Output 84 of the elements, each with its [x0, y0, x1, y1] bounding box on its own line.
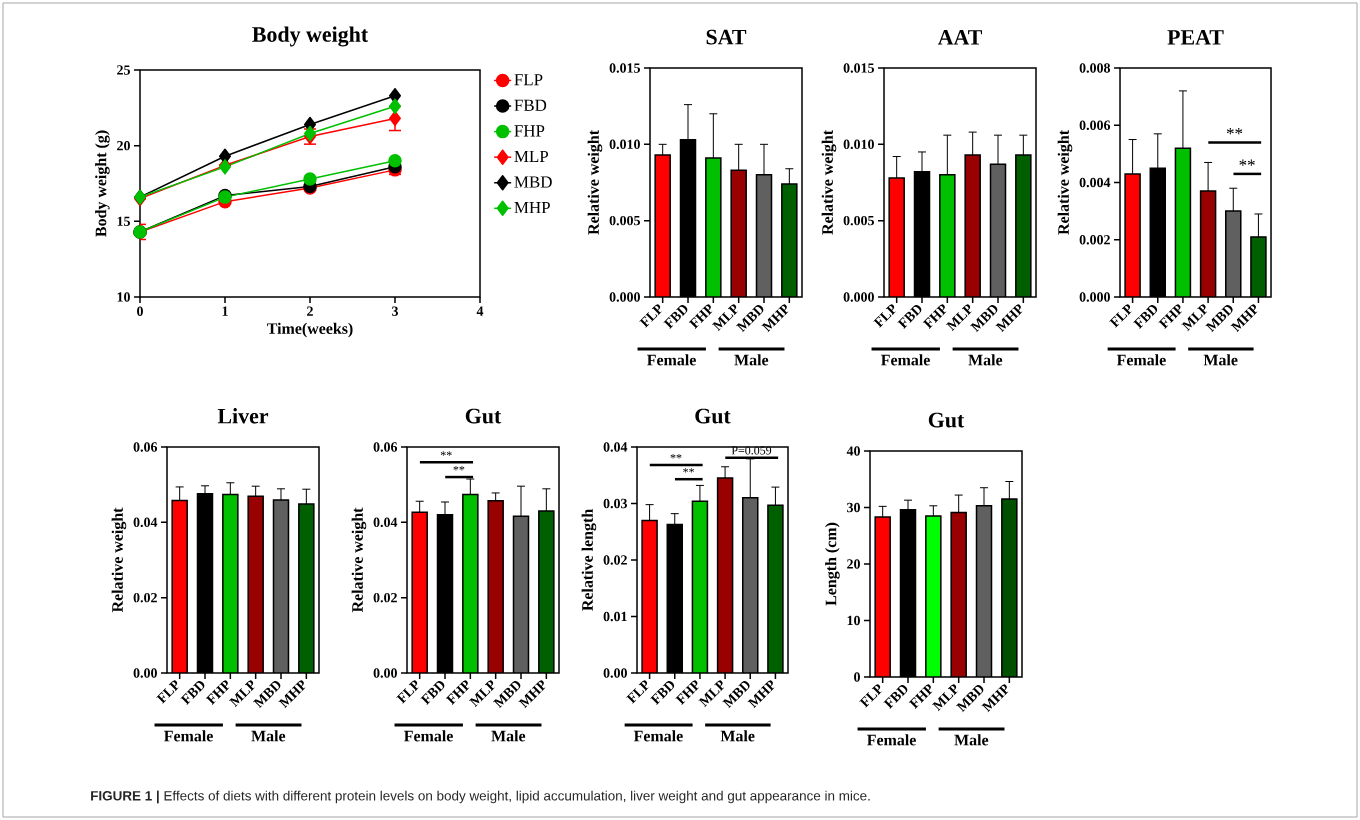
- y-tick-label: 20: [847, 559, 860, 569]
- y-tick-label: 0.00: [373, 668, 397, 678]
- y-tick-label: 0: [854, 672, 860, 682]
- y-tick-label: 30: [847, 502, 860, 513]
- annotation: **: [440, 451, 452, 456]
- y-tick-label: 10: [847, 615, 860, 626]
- text: Male: [968, 354, 1003, 366]
- annotation: **: [453, 466, 465, 471]
- x-tick-label: 4: [476, 306, 484, 316]
- text: Female: [867, 734, 916, 746]
- y-tick-label: 0.004: [1079, 177, 1111, 188]
- chart-title: Gut: [695, 408, 731, 424]
- text: Female: [633, 730, 683, 742]
- legend-label: FHP: [514, 125, 545, 137]
- y-tick-label: 0.04: [133, 517, 158, 528]
- y-axis-title: Relative weight: [587, 130, 603, 235]
- y-tick-label: 25: [117, 65, 130, 75]
- text: Female: [1116, 354, 1166, 366]
- y-tick-label: 0.04: [373, 517, 398, 528]
- y-tick-label: 0.02: [603, 555, 627, 565]
- x-tick-label: 3: [392, 306, 399, 316]
- text: Female: [881, 354, 930, 366]
- y-axis-title: Relative length: [581, 509, 597, 611]
- text: Female: [164, 730, 213, 742]
- y-tick-label: 0.010: [843, 139, 874, 150]
- y-tick-label: 0.02: [133, 592, 157, 603]
- annotation: **: [1226, 128, 1243, 135]
- y-axis-title: Relative weight: [1057, 130, 1073, 235]
- y-tick-label: 0.06: [133, 442, 158, 452]
- legend-label: MLP: [514, 150, 549, 162]
- chart-title: SAT: [706, 29, 747, 45]
- y-tick-label: 0.01: [603, 611, 627, 622]
- y-tick-label: 20: [117, 140, 130, 151]
- y-tick-label: 0.000: [1079, 292, 1110, 302]
- chart-title: Body weight: [252, 26, 369, 47]
- chart-title: AAT: [937, 30, 983, 45]
- y-tick-label: 0.015: [609, 63, 640, 73]
- text: Female: [404, 730, 453, 742]
- text: Male: [1203, 354, 1238, 366]
- annotation: **: [1239, 159, 1255, 166]
- chart-title: PEAT: [1167, 30, 1224, 45]
- y-tick-label: 0.015: [843, 63, 874, 73]
- y-axis-title: Length (cm): [825, 522, 840, 606]
- legend-label: FBD: [514, 99, 547, 111]
- legend-label: FLP: [514, 74, 543, 86]
- annotation: P=0.059: [731, 446, 772, 455]
- y-tick-label: 0.00: [133, 668, 157, 678]
- y-axis-title: Relative weight: [351, 507, 367, 613]
- y-tick-label: 0.010: [609, 139, 640, 150]
- x-tick-label: 1: [222, 306, 228, 316]
- text: Male: [251, 730, 286, 742]
- chart-title: Gut: [465, 408, 502, 424]
- text: Male: [734, 354, 769, 366]
- text: Male: [720, 730, 755, 742]
- y-tick-label: 0.06: [373, 442, 398, 452]
- legend-label: MBD: [514, 176, 552, 188]
- y-axis-title: Body weight (g): [95, 130, 110, 237]
- y-tick-label: 0.005: [843, 215, 874, 226]
- y-tick-label: 0.02: [373, 592, 397, 603]
- legend-label: MHP: [514, 202, 550, 214]
- y-tick-label: 0.008: [1079, 63, 1111, 73]
- y-axis-title: Relative weight: [111, 507, 127, 613]
- text: Male: [491, 730, 526, 742]
- chart-title: Gut: [928, 412, 965, 428]
- annotation: **: [683, 468, 694, 473]
- y-tick-label: 0.002: [1079, 235, 1110, 245]
- chart-title: Liver: [217, 408, 269, 424]
- text: FIGURE 1 | Effects of diets with different protein levels on body weight, lipid accumulation, liver weight and gut appearance in mice.: [91, 790, 870, 804]
- y-tick-label: 0.006: [1079, 120, 1111, 130]
- y-tick-label: 0.04: [603, 442, 628, 452]
- y-axis-title: Relative weight: [821, 130, 837, 235]
- y-tick-label: 40: [846, 446, 860, 456]
- x-tick-label: 2: [307, 306, 313, 316]
- y-tick-label: 0.00: [603, 668, 627, 678]
- y-tick-label: 0.000: [843, 292, 874, 302]
- text: Male: [954, 734, 989, 746]
- text: Female: [647, 354, 696, 366]
- y-tick-label: 10: [117, 292, 130, 302]
- annotation: **: [670, 454, 682, 459]
- y-tick-label: 0.005: [609, 215, 640, 226]
- y-tick-label: 0.000: [609, 292, 640, 302]
- x-axis-title: Time(weeks): [267, 322, 353, 338]
- y-tick-label: 0.03: [603, 498, 628, 509]
- y-tick-label: 15: [117, 216, 130, 226]
